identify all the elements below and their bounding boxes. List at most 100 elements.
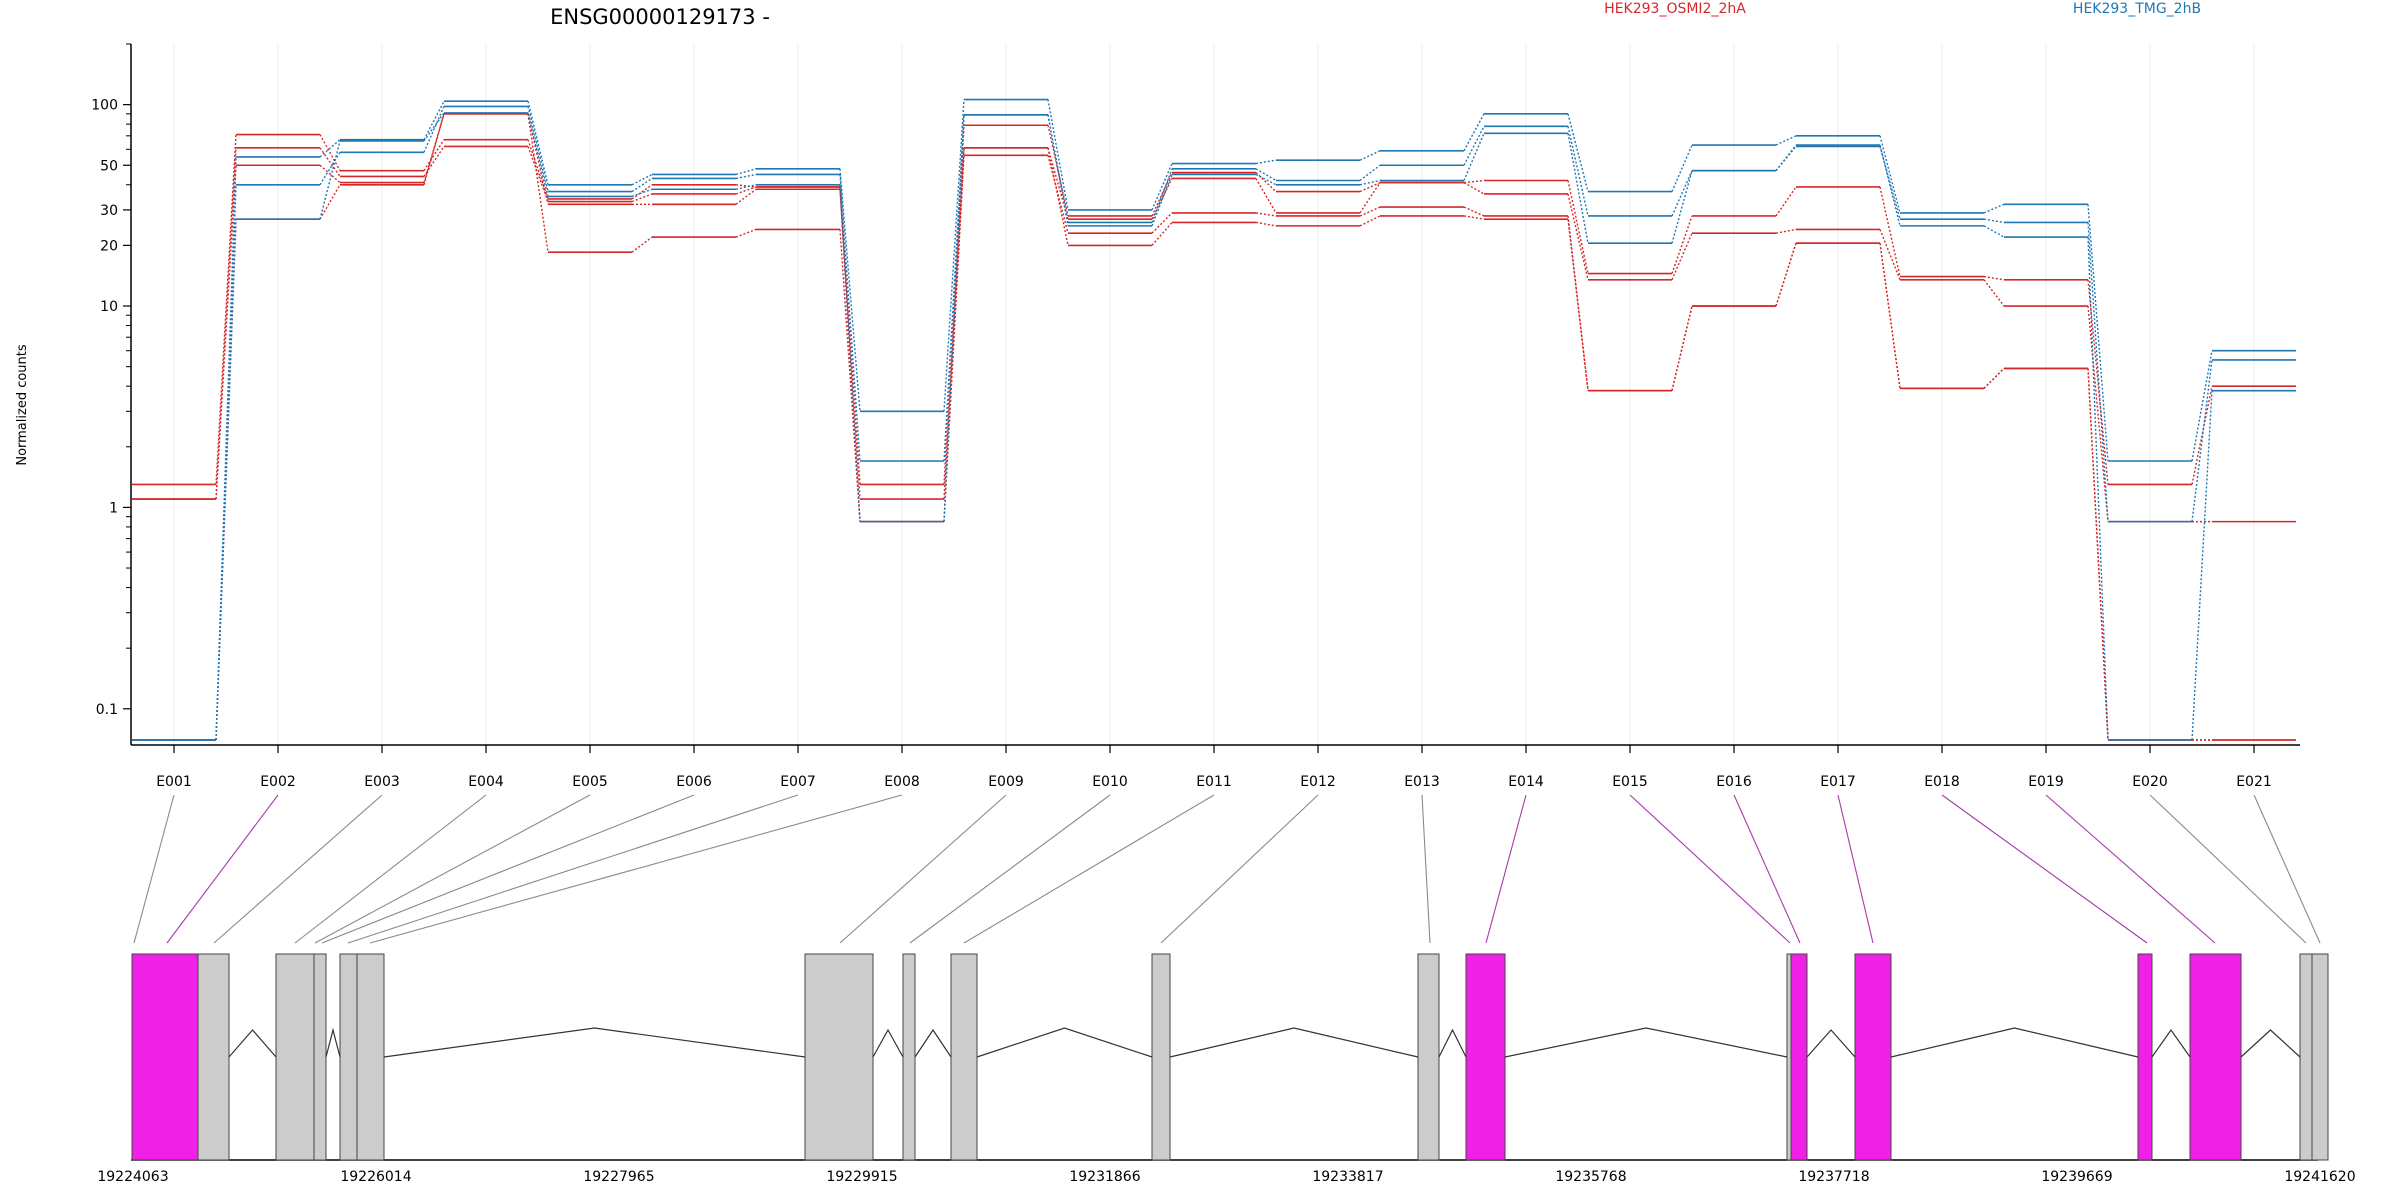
x-tick-label: E016: [1716, 774, 1752, 790]
exon-connector: [1421, 794, 1431, 944]
value-connector: [527, 139, 549, 200]
value-connector: [1775, 186, 1797, 217]
coordinate-label: 19239669: [2041, 1169, 2112, 1185]
exon-connector: [347, 794, 799, 944]
value-connector: [631, 236, 653, 253]
value-connector: [1983, 218, 2005, 224]
exon-box: [1854, 953, 1892, 1161]
exon-connector: [839, 794, 1007, 944]
value-connector: [1567, 193, 1589, 280]
value-connector: [1567, 180, 1589, 274]
value-connector: [1463, 126, 1485, 166]
value-connector: [1983, 275, 2005, 281]
legend-entry-tmg: HEK293_TMG_2hB: [2073, 1, 2201, 17]
value-connector: [839, 184, 861, 522]
value-connector: [2191, 350, 2213, 462]
y-tick-label: 30: [100, 203, 118, 219]
exon-box: [356, 953, 385, 1161]
exon-box: [2299, 953, 2313, 1161]
value-connector: [215, 147, 237, 500]
value-connector: [2087, 305, 2109, 522]
x-tick-label: E003: [364, 774, 400, 790]
exon-connector: [1160, 794, 1319, 944]
value-connector: [1359, 215, 1381, 227]
value-connector: [1151, 212, 1173, 234]
value-connector: [1463, 181, 1485, 195]
x-tick-label: E006: [676, 774, 712, 790]
exon-box: [1151, 953, 1171, 1161]
value-connector: [1671, 305, 1693, 391]
value-connector: [1359, 164, 1381, 182]
exon-box: [339, 953, 358, 1161]
value-connector: [1671, 144, 1693, 192]
value-connector: [319, 134, 341, 172]
value-connector: [1983, 203, 2005, 214]
value-connector: [1255, 159, 1277, 165]
exon-connector: [321, 794, 695, 944]
value-connector: [1255, 212, 1277, 217]
value-connector: [215, 134, 237, 485]
value-connector: [1047, 99, 1069, 211]
value-connector: [1983, 225, 2005, 238]
y-tick-label: 10: [100, 299, 118, 315]
value-connector: [839, 189, 861, 522]
value-connector: [943, 147, 965, 500]
gene-model: [131, 953, 2329, 1161]
value-connector: [319, 184, 341, 220]
value-connector: [1775, 243, 1797, 307]
value-connector: [2087, 222, 2109, 522]
exon-box: [950, 953, 978, 1161]
exon-box: [2311, 953, 2329, 1161]
value-connector: [527, 106, 549, 192]
value-connector: [1567, 126, 1589, 217]
value-connector: [1879, 243, 1901, 389]
value-connector: [839, 174, 861, 462]
axes: [130, 44, 2318, 1161]
value-connector: [631, 184, 653, 200]
exon-box: [804, 953, 874, 1161]
x-ticks: E001 E002 E003 E004 E005 E006 E007 E008 E009 E010…: [156, 745, 2272, 790]
value-connector: [631, 188, 653, 198]
value-connector: [1047, 125, 1069, 217]
value-connector: [1047, 114, 1069, 226]
chart-title: ENSG00000129173 -: [550, 5, 770, 29]
intron-line: [1169, 1027, 1419, 1058]
exon-connector: [2149, 794, 2307, 944]
value-connector: [1671, 232, 1693, 281]
exon-connector: [909, 794, 1111, 944]
value-connector: [1359, 179, 1381, 186]
x-tick-label: E008: [884, 774, 920, 790]
intron-line: [1806, 1029, 1856, 1058]
value-connector: [527, 113, 549, 205]
exon-connector: [963, 794, 1215, 944]
value-connector: [423, 112, 445, 142]
value-connector: [527, 101, 549, 185]
value-connector: [1463, 179, 1485, 184]
x-tick-label: E013: [1404, 774, 1440, 790]
value-connector: [1151, 178, 1173, 220]
exon-box: [1465, 953, 1506, 1161]
value-connector: [1775, 144, 1797, 172]
intron-line: [1504, 1027, 1788, 1058]
exon-connector: [2253, 794, 2321, 944]
value-connector: [631, 177, 653, 193]
value-connector: [1567, 215, 1589, 391]
intron-line: [872, 1028, 904, 1058]
exon-box: [2137, 953, 2153, 1161]
coordinate-label: 19227965: [583, 1169, 654, 1185]
x-tick-label: E020: [2132, 774, 2168, 790]
value-connector: [1983, 367, 2005, 389]
exon-box: [902, 953, 916, 1161]
intron-line: [914, 1028, 952, 1058]
exon-connector: [294, 794, 487, 944]
y-axis-label: Normalized counts: [15, 344, 30, 466]
value-connector: [2087, 237, 2109, 741]
value-connector: [735, 184, 757, 188]
exon-connector: [1941, 794, 2148, 944]
value-connector: [1879, 229, 1901, 281]
value-connector: [1255, 221, 1277, 227]
value-connector: [1567, 219, 1589, 391]
exon-box: [275, 953, 315, 1161]
legend-entry-osmi2: HEK293_OSMI2_2hA: [1604, 1, 1746, 17]
